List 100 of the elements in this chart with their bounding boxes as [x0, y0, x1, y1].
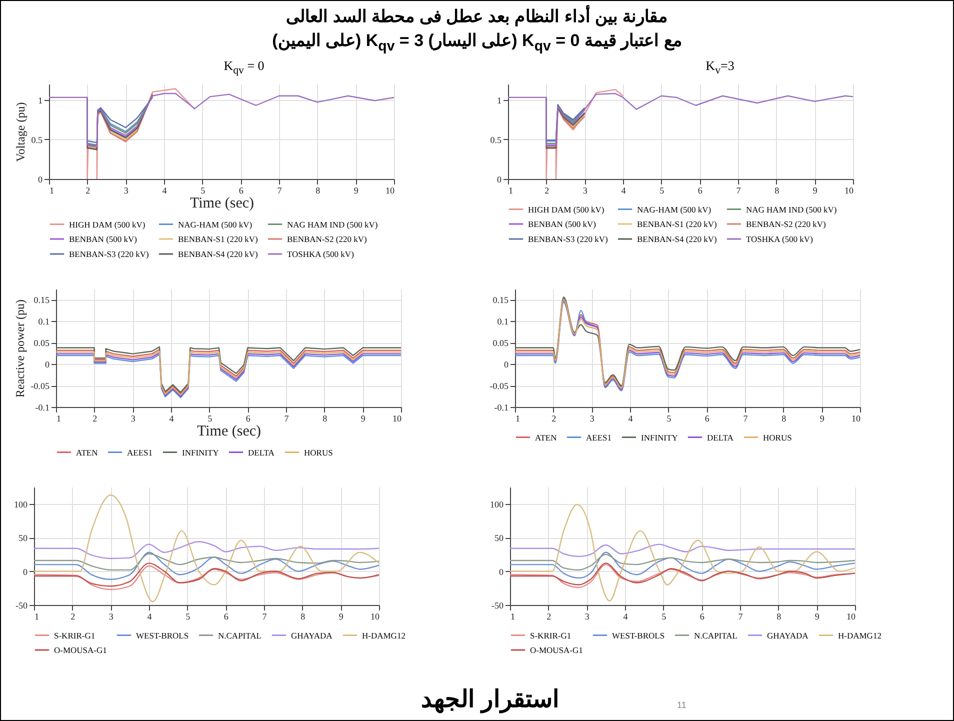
x-tick-label: 7: [284, 414, 290, 424]
y-tick-label: 0: [45, 360, 50, 370]
legend-label: BENBAN (500 kV): [69, 234, 138, 244]
x-tick-label: 7: [277, 186, 282, 196]
x-tick-label: 5: [660, 186, 665, 196]
x-tick-label: 9: [812, 186, 818, 196]
legend-label: O-MOUSA-G1: [530, 645, 583, 656]
x-tick-label: 9: [360, 414, 366, 424]
x-tick-label: 6: [704, 414, 710, 424]
x-tick-label: 8: [322, 414, 328, 424]
legend-label: GHAYADA: [291, 630, 334, 641]
y-tick-label: 0.05: [34, 338, 50, 349]
x-tick-label: 10: [370, 612, 380, 622]
text: استقرار الجهد: [421, 685, 560, 714]
x-tick-label: 10: [386, 186, 395, 196]
legend-label: BENBAN-S1 (220 kV): [637, 219, 717, 230]
y-tick-label: 0: [499, 567, 504, 578]
y-axis-title: Reactive power (pu): [12, 300, 27, 398]
x-tick-label: 10: [852, 414, 861, 424]
legend-label: H-DAMG12: [838, 630, 882, 641]
x-tick-label: 7: [738, 612, 744, 622]
x-tick-label: 10: [846, 612, 856, 622]
x-tick-label: 3: [590, 414, 595, 424]
legend-label: NAG HAM IND (500 kV): [746, 204, 837, 215]
legend-label: ATEN: [76, 448, 98, 458]
y-tick-label: 0.1: [497, 317, 508, 328]
x-tick-label: 5: [186, 612, 191, 622]
legend-label: S-KRIR-G1: [530, 630, 572, 641]
x-tick-label: 6: [246, 414, 251, 424]
x-tick-label: 3: [582, 186, 588, 196]
legend-label: INFINITY: [641, 432, 678, 443]
x-tick-label: 6: [698, 186, 703, 196]
x-tick-label: 2: [70, 612, 76, 622]
y-tick-label: 1: [38, 96, 42, 106]
y-tick-label: 0: [23, 567, 28, 578]
legend-label: DELTA: [707, 432, 734, 443]
y-tick-label: -50: [492, 600, 504, 611]
x-tick-label: 4: [623, 612, 628, 622]
x-tick-label: 8: [782, 414, 787, 424]
y-tick-label: 1: [497, 96, 502, 106]
x-tick-label: 3: [124, 186, 129, 196]
y-tick-label: 50: [18, 533, 28, 544]
legend-label: BENBAN-S2 (220 kV): [746, 219, 826, 230]
legend-label: NAG-HAM (500 kV): [178, 220, 252, 230]
legend-label: ATEN: [535, 432, 557, 443]
x-tick-label: 7: [743, 414, 748, 424]
y-tick-label: 50: [494, 533, 504, 544]
legend-label: N.CAPITAL: [694, 630, 738, 641]
y-tick-label: -50: [16, 600, 28, 611]
x-tick-label: 8: [316, 186, 321, 196]
legend-label: O-MOUSA-G1: [54, 645, 107, 656]
x-tick-label: 2: [552, 414, 556, 424]
x-tick-label: 1: [56, 414, 61, 424]
legend-label: HIGH DAM (500 kV): [69, 220, 146, 230]
y-tick-label: 0.15: [34, 296, 50, 306]
text: مقارنة بين أداء النظام بعد عطل فى محطة السد العالى: [285, 5, 669, 28]
x-tick-label: 5: [208, 414, 213, 424]
legend-label: BENBAN-S4 (220 kV): [637, 234, 717, 244]
x-tick-label: 5: [662, 612, 667, 622]
x-tick-label: 5: [666, 414, 672, 424]
chart-title: K$_{v}$=3: [704, 58, 736, 79]
x-tick-label: 5: [200, 186, 206, 196]
chart-title: K$_{qv}$ = 0: [222, 58, 266, 79]
text: 11: [677, 700, 686, 710]
legend-label: N.CAPITAL: [218, 630, 262, 641]
legend-label: WEST-BROLS: [136, 630, 189, 641]
y-tick-label: 0.15: [492, 296, 509, 306]
x-tick-label: 4: [162, 186, 168, 196]
legend-label: HORUS: [304, 448, 334, 458]
legend-label: TOSHKA (500 kV): [287, 249, 354, 260]
x-axis-title: Time (sec): [196, 424, 262, 440]
legend-label: BENBAN-S3 (220 kV): [69, 249, 149, 260]
x-tick-label: 7: [736, 186, 742, 196]
x-tick-label: 2: [546, 612, 552, 622]
y-tick-label: 0.5: [31, 135, 43, 146]
y-tick-label: 0: [38, 174, 43, 185]
legend-label: WEST-BROLS: [612, 630, 665, 641]
x-tick-label: 4: [621, 186, 626, 196]
y-axis-title: Voltage (pu): [13, 102, 28, 162]
x-tick-label: 4: [628, 414, 634, 424]
x-tick-label: 9: [354, 186, 359, 196]
legend-label: GHAYADA: [767, 630, 810, 641]
x-axis-title: Time (sec): [190, 196, 254, 212]
x-tick-label: 2: [544, 186, 550, 196]
x-tick-label: 8: [774, 186, 780, 196]
x-tick-label: 3: [108, 612, 114, 622]
x-tick-label: 10: [392, 414, 402, 424]
legend-label: BENBAN-S2 (220 kV): [287, 234, 367, 244]
x-tick-label: 4: [169, 414, 174, 424]
legend-label: TOSHKA (500 kV): [746, 234, 814, 244]
legend-label: BENBAN (500 kV): [528, 219, 596, 230]
x-tick-label: 6: [224, 612, 229, 622]
y-tick-label: 0.05: [492, 338, 509, 349]
y-tick-label: -0.1: [494, 402, 508, 413]
y-tick-label: 0: [497, 174, 502, 185]
legend-label: DELTA: [248, 448, 276, 458]
x-tick-label: 3: [584, 612, 590, 622]
legend-label: BENBAN-S1 (220 kV): [178, 234, 258, 244]
y-tick-label: -0.1: [35, 402, 50, 413]
x-tick-label: 6: [238, 186, 244, 196]
